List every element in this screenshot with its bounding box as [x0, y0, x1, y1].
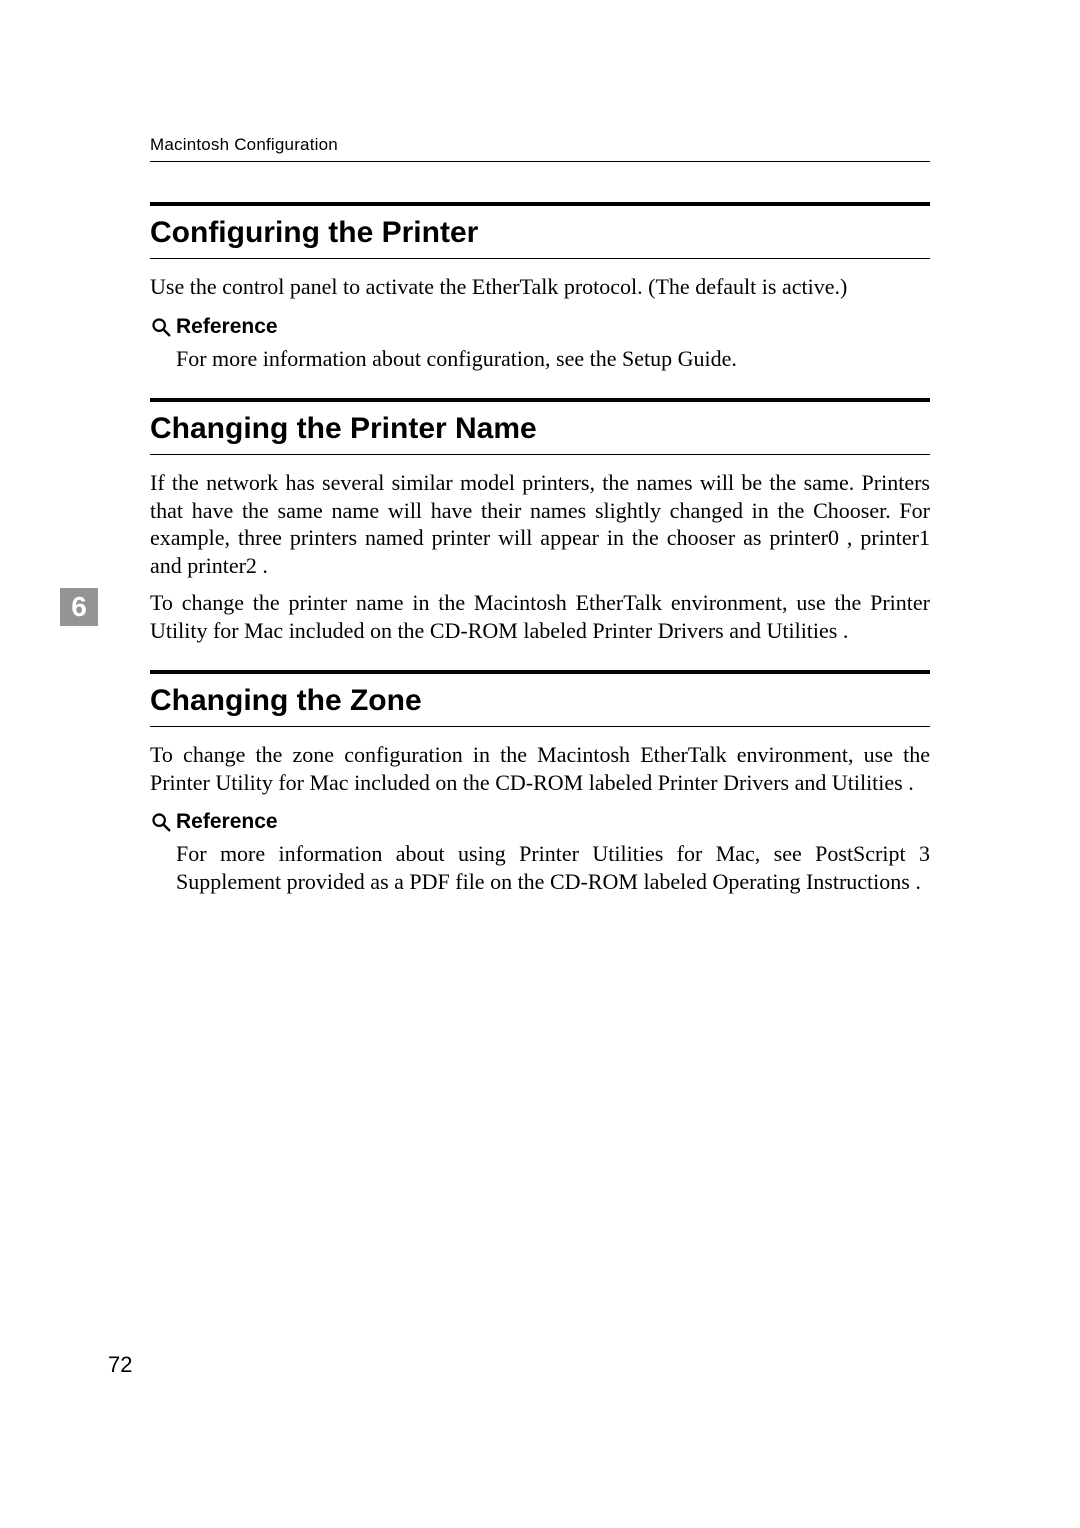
reference-heading: Reference — [150, 315, 930, 339]
section-title: Changing the Zone — [150, 684, 930, 718]
reference-icon — [150, 316, 172, 338]
reference-heading: Reference — [150, 810, 930, 834]
section-rule-top — [150, 202, 930, 206]
section-rule-top — [150, 398, 930, 402]
reference-label: Reference — [176, 315, 278, 339]
chapter-tab: 6 — [60, 588, 98, 626]
chapter-number: 6 — [71, 591, 87, 623]
body-paragraph: Use the control panel to activate the Et… — [150, 273, 930, 301]
body-paragraph: To change the zone configuration in the … — [150, 741, 930, 796]
reference-label: Reference — [176, 810, 278, 834]
reference-block: Reference For more information about usi… — [150, 810, 930, 895]
reference-icon — [150, 811, 172, 833]
section-rule-top — [150, 670, 930, 674]
body-paragraph: If the network has several similar model… — [150, 469, 930, 579]
section-changing-printer-name: Changing the Printer Name If the network… — [150, 398, 930, 644]
page: 6 Macintosh Configuration Configuring th… — [0, 0, 1080, 1528]
section-title: Configuring the Printer — [150, 216, 930, 250]
section-title: Changing the Printer Name — [150, 412, 930, 446]
reference-text: For more information about configuration… — [176, 345, 930, 373]
reference-text: For more information about using Printer… — [176, 840, 930, 895]
section-rule-bottom — [150, 258, 930, 259]
body-paragraph: To change the printer name in the Macint… — [150, 589, 930, 644]
section-configuring-printer: Configuring the Printer Use the control … — [150, 202, 930, 372]
running-head: Macintosh Configuration — [150, 135, 930, 155]
header-rule — [150, 161, 930, 162]
reference-block: Reference For more information about con… — [150, 315, 930, 373]
section-rule-bottom — [150, 726, 930, 727]
page-number: 72 — [108, 1352, 132, 1378]
section-rule-bottom — [150, 454, 930, 455]
section-changing-zone: Changing the Zone To change the zone con… — [150, 670, 930, 895]
content-area: Macintosh Configuration Configuring the … — [150, 135, 930, 895]
